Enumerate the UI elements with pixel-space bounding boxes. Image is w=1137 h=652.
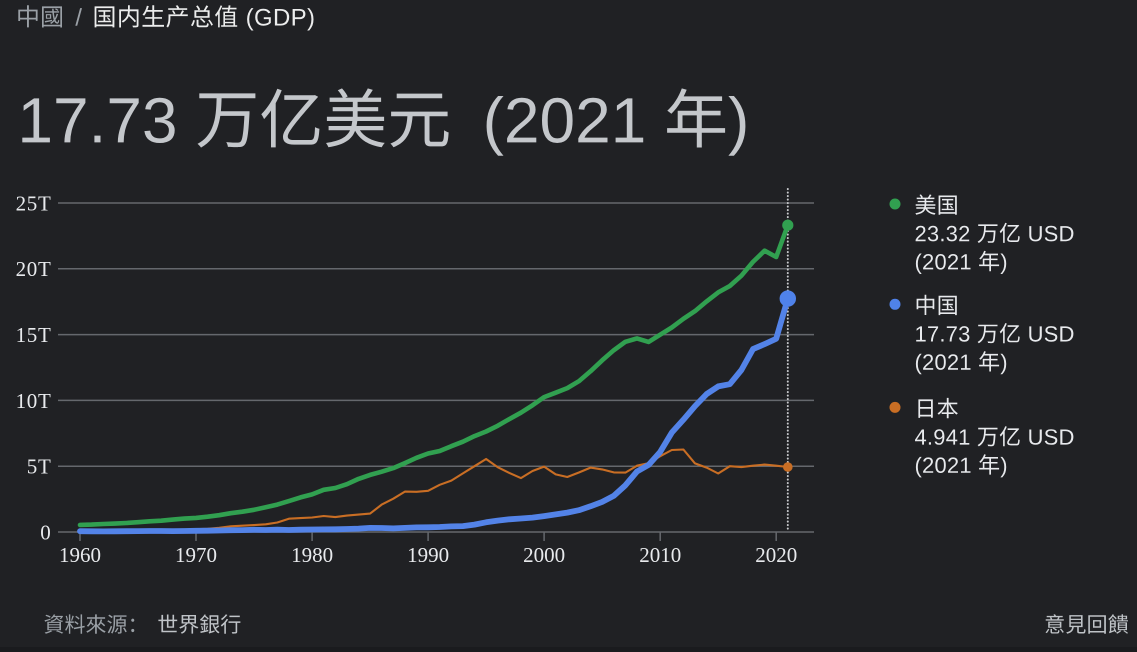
svg-text:1960: 1960 bbox=[59, 543, 101, 567]
svg-text:1970: 1970 bbox=[175, 543, 217, 567]
svg-text:2000: 2000 bbox=[523, 543, 565, 567]
svg-text:2010: 2010 bbox=[639, 543, 681, 567]
svg-text:1980: 1980 bbox=[291, 543, 333, 567]
svg-text:20T: 20T bbox=[16, 257, 52, 281]
svg-text:5T: 5T bbox=[27, 455, 52, 479]
svg-text:1990: 1990 bbox=[407, 543, 449, 567]
svg-text:10T: 10T bbox=[16, 389, 52, 413]
svg-text:15T: 15T bbox=[16, 323, 52, 347]
svg-text:2020: 2020 bbox=[755, 543, 797, 567]
svg-text:0: 0 bbox=[40, 520, 51, 544]
svg-text:25T: 25T bbox=[16, 191, 52, 215]
